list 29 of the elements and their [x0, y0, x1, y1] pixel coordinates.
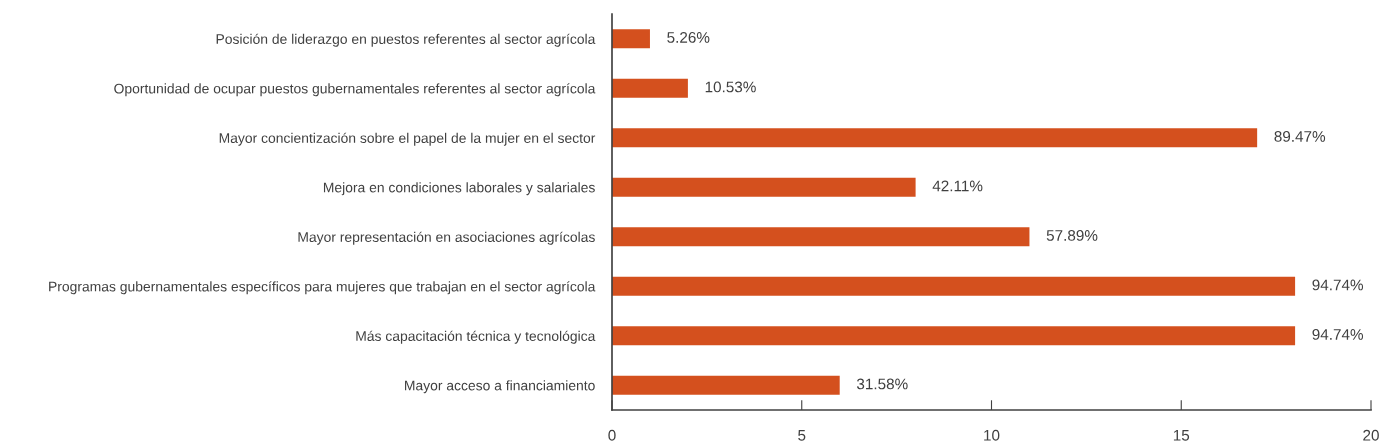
annotation: 10.53%: [705, 81, 756, 93]
annotation: 57.89%: [1046, 230, 1098, 241]
y-tick-label: Mayor representación en asociaciones agrícolas: [298, 231, 595, 245]
bar: [612, 78, 688, 98]
x-tick-label: 0: [608, 429, 616, 441]
annotation: 89.47%: [1274, 131, 1326, 142]
x-tick-label: 15: [1173, 430, 1190, 441]
y-tick-label: Mayor acceso a financiamiento: [405, 380, 595, 394]
bar: [612, 326, 1296, 346]
y-tick-label: Programas gubernamentales específicos para mujeres que trabajan en el sector agrícola: [49, 281, 596, 295]
y-tick-label: Mejora en condiciones laborales y salariales: [323, 182, 595, 196]
bar: [612, 128, 1258, 148]
annotation: 94.74%: [1312, 329, 1364, 340]
bar: [612, 227, 1030, 247]
y-tick-label: Mayor concientización sobre el papel de la mujer en el sector: [219, 132, 596, 146]
y-tick-label: Oportunidad de ocupar puestos gubernamentales referentes al sector agrícola: [114, 83, 596, 97]
annotation: 5.26%: [667, 32, 710, 43]
x-tick-label: 10: [984, 429, 1000, 441]
bar: [612, 177, 916, 197]
bar: [612, 375, 840, 395]
y-tick-label: Posición de liderazgo en puestos referentes al sector agrícola: [216, 33, 596, 47]
bar: [612, 276, 1296, 296]
x-tick-label: 20: [1363, 429, 1379, 441]
y-tick-label: Más capacitación técnica y tecnológica: [356, 330, 596, 344]
annotation: 31.58%: [856, 378, 908, 390]
annotation: 94.74%: [1312, 279, 1364, 291]
x-tick-label: 5: [798, 430, 806, 441]
bar: [612, 29, 650, 49]
annotation: 42.11%: [932, 180, 983, 192]
